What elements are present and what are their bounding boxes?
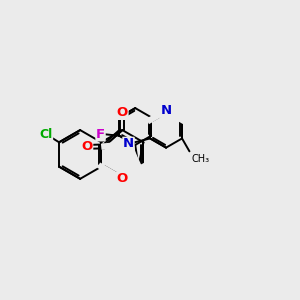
- Text: F: F: [96, 128, 105, 141]
- Text: N: N: [123, 137, 134, 150]
- Text: CH₃: CH₃: [192, 154, 210, 164]
- Text: O: O: [117, 106, 128, 119]
- Text: Cl: Cl: [39, 128, 52, 141]
- Text: O: O: [117, 172, 128, 185]
- Text: O: O: [81, 140, 93, 153]
- Text: N: N: [160, 104, 172, 117]
